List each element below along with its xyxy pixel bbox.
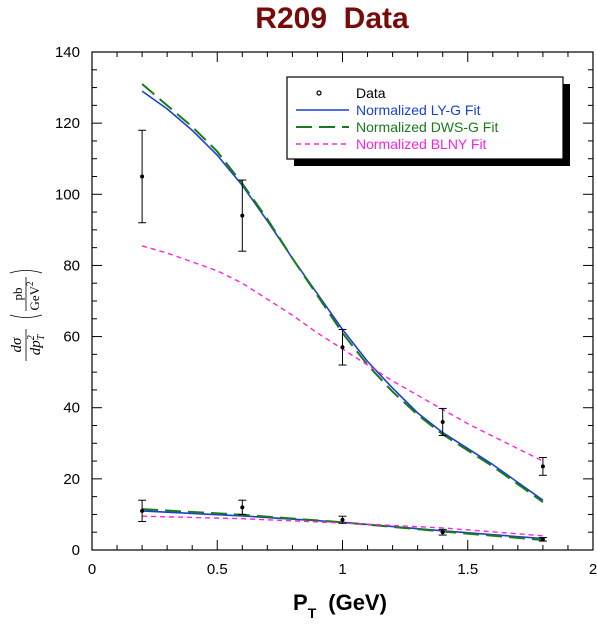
series-normalized-ly-g-fit-lower [142,510,543,540]
data-point-upper [238,179,247,252]
y-tick-label: 140 [55,44,80,61]
legend-data-marker [316,90,322,96]
data-point-lower [438,528,447,536]
y-axis-label: dσ dp2T pb GeV2 [9,270,47,361]
svg-text:dp2T: dp2T [26,333,47,355]
data-point-upper [138,129,147,224]
x-tick-label: 2 [589,561,597,578]
y-tick-label: 20 [63,471,80,488]
svg-text:pb: pb [10,288,25,301]
x-tick-label: 0 [88,561,96,578]
data-point-upper [438,407,447,436]
data-marker [340,517,345,522]
svg-text:dσ: dσ [9,337,25,353]
legend: Data Normalized LY-G Fit Normalized DWS-… [286,76,570,166]
x-tick-label: 0.5 [207,561,228,578]
series-normalized-dws-g-fit-lower [142,508,543,541]
data-marker [340,345,345,350]
legend-label-blny: Normalized BLNY Fit [356,136,487,152]
data-marker [240,213,245,218]
data-marker [140,174,145,179]
x-tick-label: 1.5 [457,561,478,578]
legend-box [286,76,564,160]
y-tick-label: 60 [63,329,80,346]
data-point-lower [238,499,247,515]
data-point-lower [538,537,547,542]
data-marker [440,530,445,535]
legend-label-lyg: Normalized LY-G Fit [356,102,481,118]
data-marker [140,508,145,513]
data-marker [540,537,545,542]
data-points [138,129,547,542]
x-axis-label: PT (GeV) [293,590,387,621]
y-tick-label: 120 [55,115,80,132]
y-tick-label: 100 [55,186,80,203]
data-marker [540,464,545,469]
chart-title: R209 Data [255,2,409,35]
svg-text:GeV2: GeV2 [25,281,42,310]
data-point-lower [338,515,347,524]
y-tick-label: 40 [63,400,80,417]
y-tick-label: 0 [72,542,80,559]
data-marker [240,505,245,510]
y-tick-label: 80 [63,257,80,274]
data-point-lower [138,499,147,523]
legend-label-data: Data [356,85,386,101]
data-point-upper [338,328,347,366]
data-marker [440,419,445,424]
data-point-upper [538,457,547,476]
x-tick-label: 1 [338,561,346,578]
legend-label-dwsg: Normalized DWS-G Fit [356,119,498,135]
